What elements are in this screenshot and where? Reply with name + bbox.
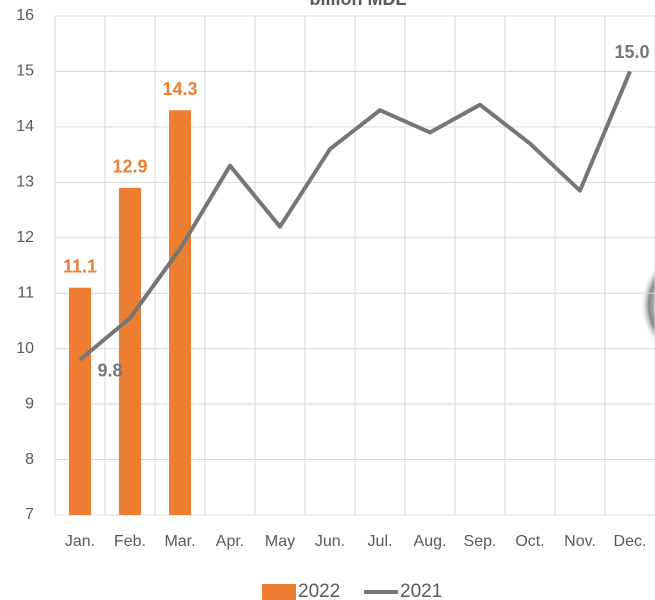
x-tick-label: Nov. xyxy=(564,533,596,550)
x-tick-label: Sep. xyxy=(464,533,497,550)
y-tick-label: 13 xyxy=(16,174,34,191)
x-tick-label: Oct. xyxy=(515,533,544,550)
y-tick-label: 10 xyxy=(16,340,34,357)
bar xyxy=(169,110,191,515)
decoration xyxy=(640,265,655,345)
x-tick-label: Jun. xyxy=(315,533,345,550)
y-tick-label: 11 xyxy=(17,284,34,301)
legend-label: 2021 xyxy=(400,581,442,600)
y-tick-label: 15 xyxy=(16,63,34,80)
bar xyxy=(119,187,141,515)
legend-label: 2022 xyxy=(298,581,340,600)
x-tick-label: Apr. xyxy=(216,533,244,550)
line xyxy=(78,70,632,362)
data-label: 15.0 xyxy=(614,42,649,62)
bar xyxy=(69,287,91,515)
x-tick-label: Feb. xyxy=(114,533,146,550)
y-tick-label: 12 xyxy=(16,229,34,246)
chart-title: billion MDL xyxy=(310,0,407,9)
y-tick-label: 8 xyxy=(25,451,34,468)
data-label: 14.3 xyxy=(162,79,197,99)
y-tick-label: 7 xyxy=(25,506,34,523)
y-tick-label: 9 xyxy=(25,395,34,412)
y-tick-label: 16 xyxy=(16,7,34,24)
data-label: 12.9 xyxy=(112,157,147,177)
x-tick-label: Mar. xyxy=(164,533,195,550)
data-label: 11.1 xyxy=(63,256,97,276)
x-tick-label: Jan. xyxy=(65,533,95,550)
x-tick-label: Dec. xyxy=(614,533,647,550)
x-tick-label: Jul. xyxy=(368,533,393,550)
y-tick-label: 14 xyxy=(16,118,34,135)
legend-swatch xyxy=(262,584,296,600)
data-label: 9.8 xyxy=(97,361,122,381)
x-tick-label: May xyxy=(265,533,295,550)
x-tick-label: Aug. xyxy=(414,533,447,550)
